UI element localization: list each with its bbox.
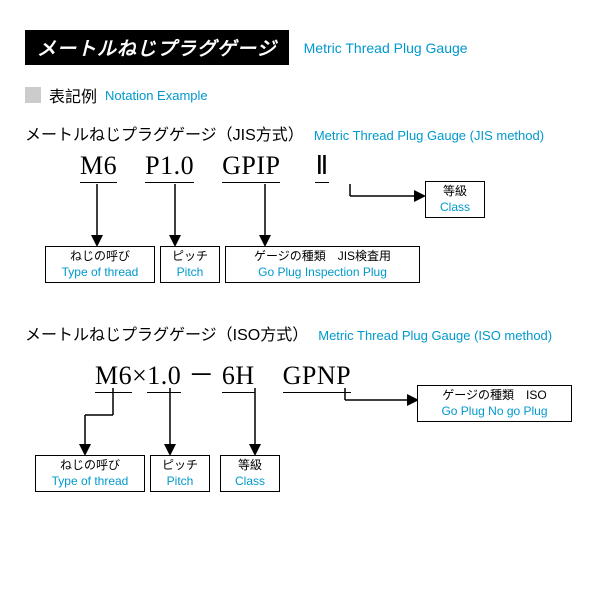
box-en: Pitch xyxy=(167,265,213,281)
box-jp: 等級 xyxy=(432,184,478,200)
iso-part-m6: M6 xyxy=(95,361,132,393)
jis-box-pitch: ピッチ Pitch xyxy=(160,246,220,283)
iso-box-pitch: ピッチ Pitch xyxy=(150,455,210,492)
jis-part-m6: M6 xyxy=(80,151,117,183)
subheader-jp: 表記例 xyxy=(49,83,97,107)
square-icon xyxy=(25,87,41,103)
box-en: Pitch xyxy=(157,474,203,490)
sep: × xyxy=(132,361,147,391)
jis-part-class: Ⅱ xyxy=(315,151,328,183)
iso-part-gpnp: GPNP xyxy=(283,361,351,393)
box-jp: ゲージの種類 ISO xyxy=(424,388,565,404)
jis-title-en: Metric Thread Plug Gauge (JIS method) xyxy=(314,128,544,143)
box-en: Go Plug No go Plug xyxy=(424,404,565,420)
box-en: Type of thread xyxy=(42,474,138,490)
iso-title: メートルねじプラグゲージ（ISO方式） Metric Thread Plug G… xyxy=(25,321,575,345)
box-jp: 等級 xyxy=(227,458,273,474)
box-en: Type of thread xyxy=(52,265,148,281)
jis-diagram: M6 P1.0 GPIP Ⅱ ねじの呼び Type of thread ピッチ … xyxy=(25,151,575,321)
box-jp: ピッチ xyxy=(157,458,203,474)
jis-part-p10: P1.0 xyxy=(145,151,194,183)
iso-part-10: 1.0 xyxy=(147,361,181,393)
iso-box-type: ゲージの種類 ISO Go Plug No go Plug xyxy=(417,385,572,422)
header-title-en: Metric Thread Plug Gauge xyxy=(304,40,468,56)
iso-diagram: M6×1.0 － 6H GPNP ねじの呼び Type of thread ピッ… xyxy=(25,355,575,535)
box-jp: ねじの呼び xyxy=(42,458,138,474)
box-en: Class xyxy=(227,474,273,490)
jis-notation: M6 P1.0 GPIP Ⅱ xyxy=(80,151,575,183)
jis-box-thread: ねじの呼び Type of thread xyxy=(45,246,155,283)
iso-part-6h: 6H xyxy=(222,361,255,393)
box-en: Class xyxy=(432,200,478,216)
subheader: 表記例 Notation Example xyxy=(25,83,575,107)
jis-title: メートルねじプラグゲージ（JIS方式） Metric Thread Plug G… xyxy=(25,121,575,145)
jis-box-class: 等級 Class xyxy=(425,181,485,218)
box-jp: ピッチ xyxy=(167,249,213,265)
iso-box-class: 等級 Class xyxy=(220,455,280,492)
sep: － xyxy=(188,355,215,392)
jis-box-type: ゲージの種類 JIS検査用 Go Plug Inspection Plug xyxy=(225,246,420,283)
subheader-en: Notation Example xyxy=(105,88,208,103)
box-en: Go Plug Inspection Plug xyxy=(232,265,413,281)
header: メートルねじプラグゲージ Metric Thread Plug Gauge xyxy=(25,30,575,65)
iso-title-jp: メートルねじプラグゲージ（ISO方式） xyxy=(25,321,308,345)
header-title-jp: メートルねじプラグゲージ xyxy=(25,30,289,65)
iso-title-en: Metric Thread Plug Gauge (ISO method) xyxy=(318,328,552,343)
box-jp: ゲージの種類 JIS検査用 xyxy=(232,249,413,265)
box-jp: ねじの呼び xyxy=(52,249,148,265)
jis-part-gpip: GPIP xyxy=(222,151,280,183)
jis-title-jp: メートルねじプラグゲージ（JIS方式） xyxy=(25,121,304,145)
iso-box-thread: ねじの呼び Type of thread xyxy=(35,455,145,492)
